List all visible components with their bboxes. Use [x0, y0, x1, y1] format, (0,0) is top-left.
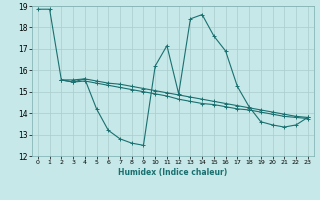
X-axis label: Humidex (Indice chaleur): Humidex (Indice chaleur) [118, 168, 228, 177]
